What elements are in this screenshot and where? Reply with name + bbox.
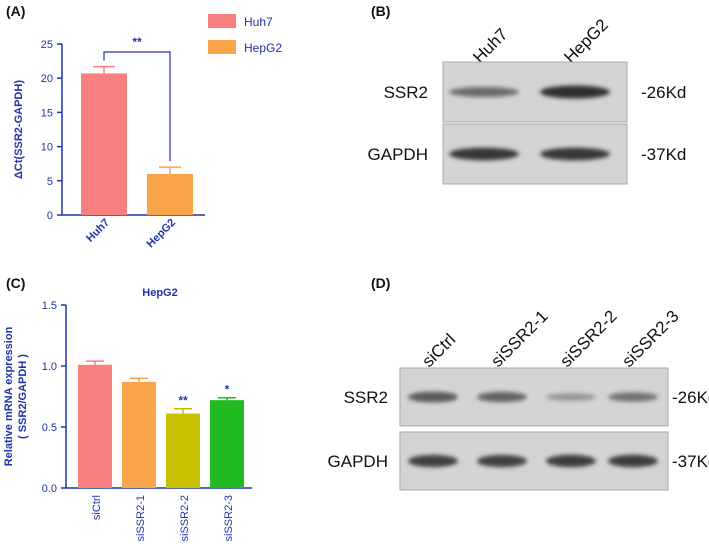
lane-label: siSSR2-1 bbox=[487, 307, 551, 371]
y-tick-label: 1.5 bbox=[42, 300, 57, 312]
bar bbox=[78, 364, 112, 488]
bar bbox=[122, 381, 156, 488]
significance-bracket bbox=[103, 51, 171, 162]
x-tick-label: HepG2 bbox=[145, 217, 179, 251]
blot-size-label: -26Kd bbox=[641, 83, 686, 102]
blot-band bbox=[477, 391, 527, 403]
significance-label: * bbox=[225, 383, 230, 397]
y-tick-label: 20 bbox=[41, 73, 53, 85]
x-tick-label: siSSR2-2 bbox=[179, 495, 191, 541]
western-blot-b: Huh7 HepG2 SSR2 -26Kd GAPDH -37Kd bbox=[368, 15, 686, 185]
y-tick-label: 0.0 bbox=[42, 483, 57, 495]
y-tick-label: 0.5 bbox=[42, 422, 57, 434]
y-tick-label: 1.0 bbox=[42, 361, 57, 373]
bar bbox=[166, 413, 200, 488]
blot-band bbox=[449, 147, 519, 161]
lane-label: Huh7 bbox=[469, 25, 511, 67]
chart-title: HepG2 bbox=[142, 287, 177, 299]
blot-band bbox=[546, 454, 596, 468]
x-tick-label: Huh7 bbox=[84, 217, 112, 245]
bar bbox=[210, 400, 244, 488]
y-tick-label: 15 bbox=[41, 107, 53, 119]
panel-label-b: (B) bbox=[371, 3, 390, 19]
blot-band bbox=[449, 87, 519, 97]
legend-swatch bbox=[208, 14, 236, 28]
x-tick-label: siCtrl bbox=[91, 495, 103, 520]
blot-row-label: GAPDH bbox=[328, 452, 388, 471]
blot-size-label: -37Kd bbox=[672, 452, 709, 471]
blot-band bbox=[477, 454, 527, 468]
blot-band bbox=[546, 393, 596, 401]
y-tick-label: 0 bbox=[47, 210, 53, 222]
y-tick-label: 5 bbox=[47, 176, 53, 188]
y-tick-label: 25 bbox=[41, 39, 53, 51]
legend-swatch bbox=[208, 40, 236, 54]
lane-label: HepG2 bbox=[560, 15, 612, 67]
y-axis-title: ΔCt(SSR2-GAPDH) bbox=[13, 80, 25, 179]
y-tick-label: 10 bbox=[41, 142, 53, 154]
x-tick-label: siSSR2-3 bbox=[223, 495, 235, 541]
panel-label-c: (C) bbox=[6, 275, 25, 291]
blot-size-label: -26Kd bbox=[672, 388, 709, 407]
panel-label-d: (D) bbox=[371, 275, 390, 291]
bar bbox=[81, 73, 127, 215]
y-axis-title: Relative mRNA expression bbox=[3, 326, 15, 466]
significance-label: ** bbox=[132, 35, 142, 49]
blot-row-label: SSR2 bbox=[384, 83, 428, 102]
panel-label-a: (A) bbox=[6, 3, 25, 19]
significance-label: ** bbox=[178, 394, 188, 408]
x-tick-label: siSSR2-1 bbox=[135, 495, 147, 541]
lane-label: siCtrl bbox=[418, 330, 459, 371]
blot-band bbox=[408, 391, 458, 403]
lane-label: siSSR2-2 bbox=[556, 307, 620, 371]
blot-band bbox=[608, 454, 658, 468]
blot-row-label: GAPDH bbox=[368, 145, 428, 164]
blot-row-label: SSR2 bbox=[344, 388, 388, 407]
chart-a: 0 5 10 15 20 25 ΔCt(SSR2-GAPDH) Huh7 HepG2 ** Huh7… bbox=[13, 14, 282, 250]
blot-band bbox=[540, 85, 610, 99]
chart-c: HepG2 0.0 0.5 1.0 1.5 Relative mRNA expressio… bbox=[3, 287, 252, 541]
bar bbox=[147, 173, 193, 215]
blot-band bbox=[540, 147, 610, 161]
lane-label: siSSR2-3 bbox=[618, 307, 682, 371]
blot-size-label: -37Kd bbox=[641, 145, 686, 164]
blot-band bbox=[608, 392, 658, 402]
legend-label: Huh7 bbox=[244, 15, 273, 29]
y-axis-title-unit: ( SSR2/GAPDH ) bbox=[17, 354, 29, 439]
legend-label: HepG2 bbox=[244, 41, 282, 55]
blot-band bbox=[408, 454, 458, 468]
